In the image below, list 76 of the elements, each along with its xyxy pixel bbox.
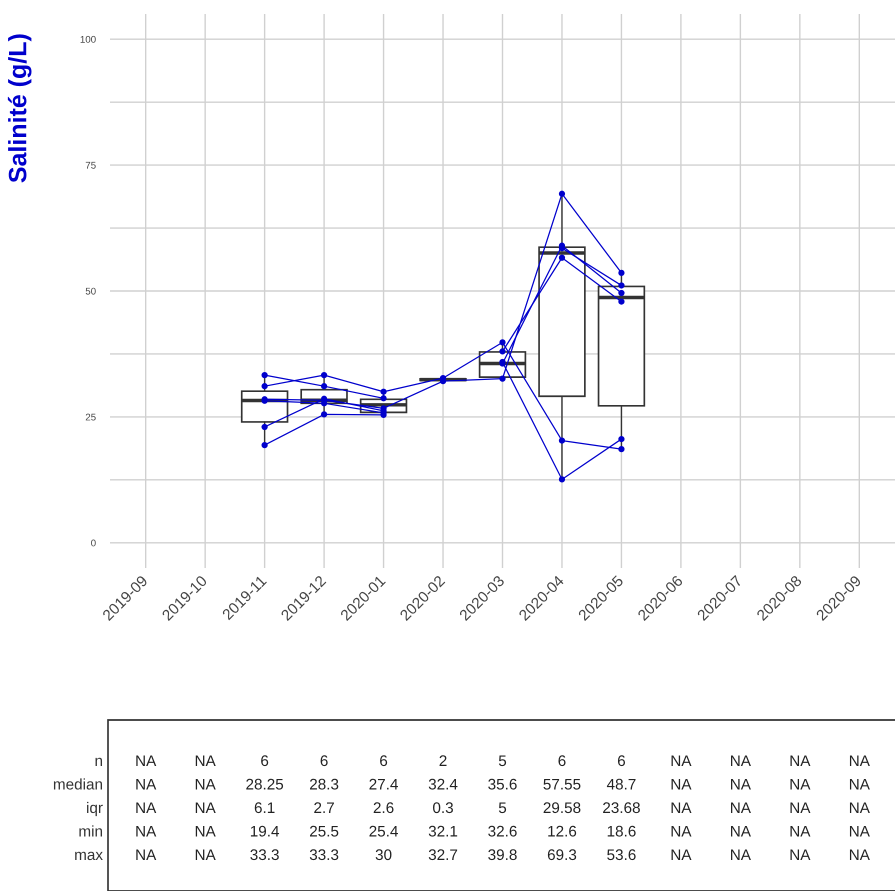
y-tick-label: 25	[86, 414, 96, 421]
text: 32.4	[428, 778, 458, 790]
text: 2.7	[314, 802, 334, 813]
text: 18.6	[608, 826, 636, 837]
text: 25.4	[369, 826, 398, 837]
text: 23.68	[603, 802, 640, 814]
text: NA	[731, 849, 751, 860]
text: NA	[790, 826, 810, 836]
text: n	[96, 758, 102, 766]
y-tick-label: 50	[86, 288, 96, 295]
y-tick-label: 0	[91, 540, 96, 546]
text: NA	[790, 755, 810, 766]
text: 19.4	[250, 826, 280, 837]
text: 33.3	[310, 849, 338, 860]
y-tick-label: 100	[80, 36, 96, 43]
text: 29.58	[544, 802, 580, 814]
text: 57.55	[543, 778, 580, 790]
text: 12.6	[548, 826, 576, 837]
text: NA	[672, 849, 692, 860]
text: 6	[380, 755, 388, 766]
text: NA	[136, 755, 156, 766]
text: NA	[731, 755, 751, 766]
text: NA	[850, 778, 870, 790]
text: NA	[850, 849, 870, 860]
text: NA	[672, 802, 692, 813]
text: NA	[136, 778, 156, 790]
text: NA	[672, 826, 692, 836]
text: 2	[440, 755, 447, 766]
text: 6	[320, 755, 328, 766]
text: NA	[731, 778, 751, 790]
text: 5	[498, 755, 506, 766]
text: 32.6	[488, 826, 517, 837]
text: NA	[790, 802, 810, 813]
text: 32.7	[428, 849, 458, 860]
text: NA	[136, 802, 156, 813]
text: 6.1	[254, 802, 274, 814]
text: NA	[731, 826, 751, 836]
text: 39.8	[488, 849, 517, 860]
text: NA	[850, 826, 870, 836]
text: NA	[136, 849, 156, 860]
text: 0.3	[433, 802, 453, 814]
text: NA	[196, 802, 216, 813]
text: iqr	[87, 802, 103, 816]
text: 6	[261, 755, 268, 766]
text: NA	[672, 778, 692, 790]
text: NA	[790, 849, 810, 860]
text: NA	[850, 755, 870, 766]
text: max	[75, 852, 103, 860]
text: 48.7	[606, 778, 636, 790]
text: 6	[558, 755, 566, 766]
text: 53.6	[607, 849, 636, 860]
text: 35.6	[488, 778, 517, 790]
text: min	[79, 825, 102, 836]
y-axis-title: Salinité (g/L)	[8, 34, 32, 182]
text: 32.1	[428, 826, 458, 837]
text: 30	[376, 849, 392, 860]
y-tick-label: 75	[86, 162, 96, 169]
text: NA	[196, 755, 216, 766]
text: NA	[196, 849, 216, 860]
text: NA	[790, 778, 810, 790]
text: 6	[618, 755, 626, 766]
text: 69.3	[548, 849, 576, 860]
text: NA	[672, 755, 692, 766]
text: NA	[136, 826, 156, 836]
text: NA	[731, 802, 751, 813]
text: NA	[196, 778, 216, 790]
text: 2.6	[374, 802, 394, 814]
text: NA	[196, 826, 216, 836]
text: 27.4	[369, 778, 398, 790]
text: median	[54, 778, 102, 790]
text: 25.5	[310, 826, 338, 837]
text: 28.25	[246, 778, 284, 790]
text: NA	[850, 802, 870, 813]
text: 28.3	[310, 778, 338, 790]
text: 33.3	[250, 849, 279, 860]
text: 5	[498, 802, 506, 814]
